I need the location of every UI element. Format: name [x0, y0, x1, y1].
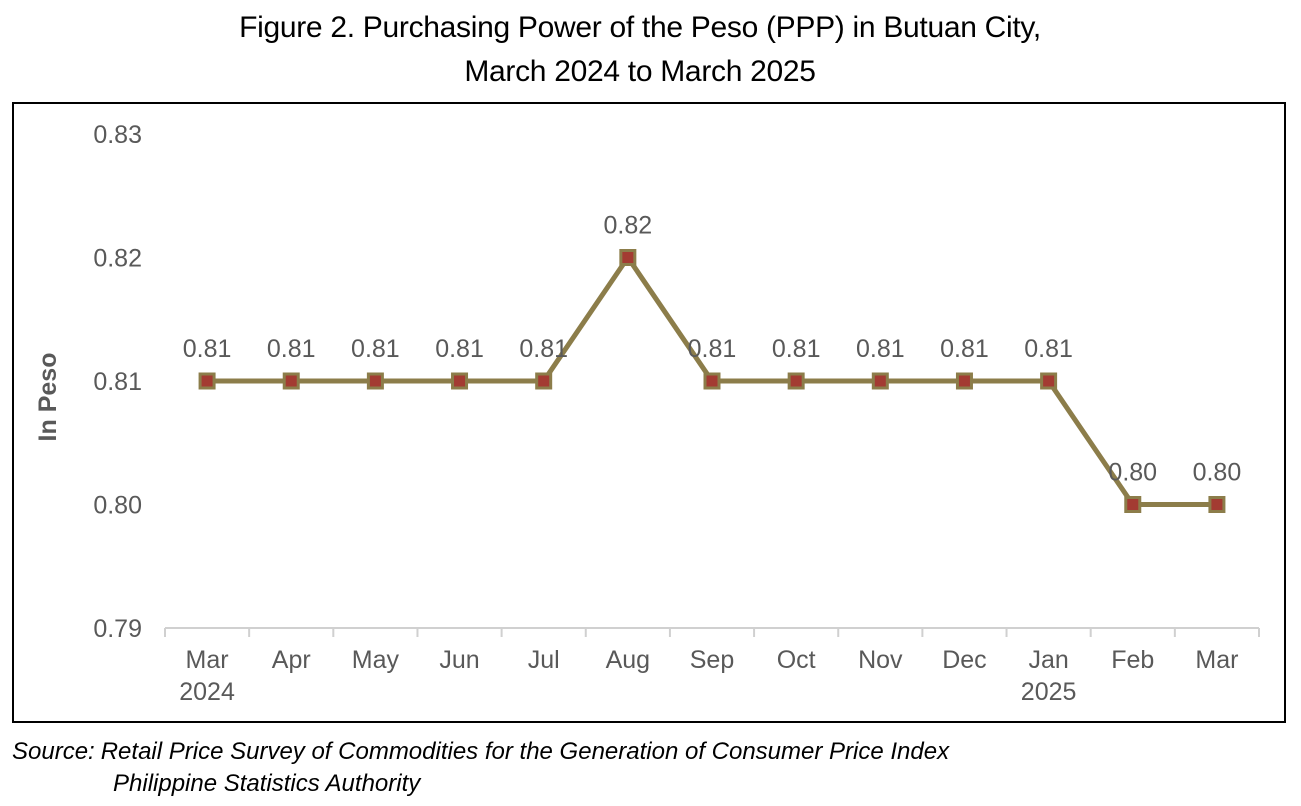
x-tick-label: Oct [777, 646, 816, 674]
x-tick-label: Jun [439, 646, 479, 674]
data-label: 0.81 [856, 335, 905, 363]
x-tick-sublabel: 2024 [179, 678, 235, 706]
x-tick-label: Mar [186, 646, 229, 674]
data-point-marker [703, 372, 721, 390]
x-tick-label: Aug [606, 646, 650, 674]
data-label: 0.81 [519, 335, 568, 363]
data-label: 0.81 [772, 335, 821, 363]
y-tick-label: 0.79 [93, 615, 142, 643]
x-tick-label: Feb [1111, 646, 1154, 674]
data-point-marker [1124, 496, 1142, 513]
data-label: 0.81 [351, 335, 400, 363]
data-point-marker [198, 372, 216, 390]
data-point-marker [787, 372, 805, 390]
x-tick-label: Jan [1028, 646, 1068, 674]
data-point-marker [1040, 372, 1058, 390]
x-tick-label: Dec [942, 646, 986, 674]
data-point-marker [619, 249, 637, 266]
markers-layer [198, 249, 1226, 513]
x-tick-label: Apr [272, 646, 311, 674]
source-line2: Philippine Statistics Authority [113, 770, 421, 797]
x-tick-label: Mar [1195, 646, 1238, 674]
chart-frame [12, 102, 1286, 723]
y-tick-label: 0.82 [93, 245, 142, 273]
x-tick-label: Jul [528, 646, 560, 674]
source-label: Source: [12, 738, 95, 765]
axes: 0.79 0.80 0.81 0.82 0.83 In Peso Mar 2024 Apr May… [34, 121, 1260, 706]
data-label: 0.81 [183, 335, 232, 363]
x-tick-label: Sep [690, 646, 734, 674]
y-tick-label: 0.83 [93, 121, 142, 149]
data-point-marker [1208, 496, 1226, 513]
y-axis-title: In Peso [34, 353, 62, 442]
data-point-marker [535, 372, 553, 390]
source-note: Source: Retail Price Survey of Commoditie… [12, 736, 949, 800]
x-tick-sublabel: 2025 [1021, 678, 1077, 706]
source-line1: Retail Price Survey of Commodities for t… [100, 738, 950, 765]
data-label: 0.81 [267, 335, 316, 363]
data-label: 0.81 [435, 335, 484, 363]
data-label: 0.81 [688, 335, 737, 363]
y-tick-label: 0.81 [93, 368, 142, 396]
data-label: 0.80 [1108, 459, 1157, 487]
data-point-marker [451, 372, 469, 390]
x-tick-label: Nov [858, 646, 903, 674]
chart-title-line2: March 2024 to March 2025 [464, 55, 816, 88]
chart-title-line1: Figure 2. Purchasing Power of the Peso (… [239, 11, 1041, 44]
data-label: 0.80 [1193, 459, 1242, 487]
data-label: 0.82 [604, 212, 653, 240]
chart-title: Figure 2. Purchasing Power of the Peso (… [0, 6, 1280, 94]
data-point-marker [282, 372, 300, 390]
data-point-marker [955, 372, 973, 390]
data-point-marker [871, 372, 889, 390]
y-tick-label: 0.80 [93, 492, 142, 520]
x-tick-label: May [352, 646, 400, 674]
data-labels-layer: 0.81 0.81 0.81 0.81 0.81 0.82 0.81 0.81 0.81 0.81… [183, 212, 1242, 487]
data-point-marker [366, 372, 384, 390]
data-label: 0.81 [1024, 335, 1073, 363]
data-label: 0.81 [940, 335, 989, 363]
